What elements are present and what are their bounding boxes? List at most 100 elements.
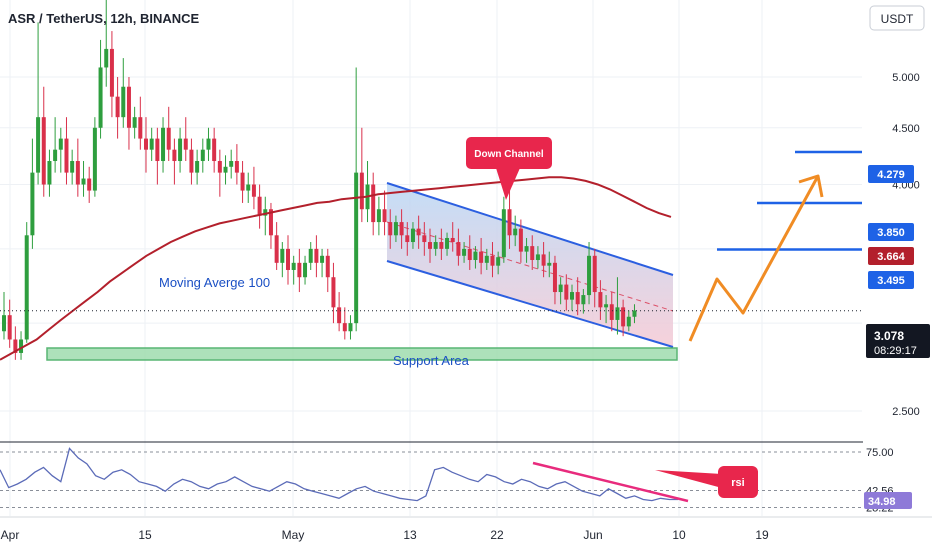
price-axis[interactable]: 5.0004.5004.0002.5004.2793.8503.6643.495… (863, 0, 932, 550)
candle-body (570, 292, 574, 300)
candle (149, 127, 154, 162)
down-channel-label: Down Channel (474, 149, 544, 160)
candle-body (399, 222, 404, 236)
rsi-tick-label: 75.00 (866, 447, 894, 459)
candle (274, 222, 279, 270)
candle-body (149, 138, 154, 150)
candle-body (189, 149, 194, 173)
candle (587, 242, 592, 305)
candle-body (7, 315, 12, 340)
candle (558, 277, 563, 305)
candle-body (445, 237, 450, 249)
candle (19, 331, 24, 360)
candle (416, 215, 421, 249)
candle (388, 209, 393, 249)
ma-line (0, 176, 672, 361)
candle-body (513, 228, 518, 236)
candle-body (450, 237, 455, 243)
rsi-trendline (532, 461, 689, 503)
candle (30, 138, 35, 249)
time-tick-label: Apr (1, 528, 20, 542)
candle-body (626, 316, 631, 327)
candle-body (410, 228, 415, 243)
candle (604, 295, 609, 324)
candle-body (587, 255, 592, 296)
candle-body (155, 138, 160, 162)
candle (410, 222, 415, 249)
candle (592, 248, 597, 308)
candle-body (456, 242, 461, 256)
candle (257, 184, 262, 229)
candle (615, 277, 620, 335)
candle (183, 117, 188, 162)
candle (535, 246, 540, 269)
candle-body (621, 307, 626, 327)
resistance-levels (717, 150, 862, 251)
candle (467, 235, 472, 270)
badge-resistance-3: 3.495 (868, 271, 914, 289)
candle (87, 166, 92, 203)
candle-body (64, 138, 69, 173)
candle (166, 106, 171, 162)
candle-body (615, 307, 620, 320)
candle-body (178, 138, 183, 162)
candle (314, 235, 319, 278)
candle-body (433, 242, 438, 249)
candle (36, 22, 41, 185)
candles[interactable] (2, 0, 637, 360)
time-tick-label: 15 (138, 528, 152, 542)
currency-button[interactable]: USDT (869, 5, 925, 31)
candle-body (382, 209, 387, 223)
time-tick-label: Jun (583, 528, 602, 542)
candle (422, 222, 427, 256)
candle-body (47, 161, 52, 185)
candle-body (53, 149, 58, 162)
candle (308, 242, 313, 270)
candle-body (41, 117, 46, 185)
time-axis[interactable]: Apr 15 May 13 22 Jun 10 19 (0, 516, 932, 550)
candle-body (126, 86, 131, 128)
candle (195, 149, 200, 185)
time-tick-label: 19 (755, 528, 769, 542)
rsi-callout: rsi (655, 466, 758, 498)
candle-body (234, 161, 239, 173)
candle (564, 274, 569, 311)
candle (354, 67, 359, 332)
candle (64, 117, 69, 185)
candle-body (206, 138, 211, 150)
candle-body (172, 149, 177, 162)
candle-body (308, 248, 313, 263)
candle-body (144, 138, 148, 150)
candle-body (632, 310, 637, 317)
candle (200, 138, 205, 173)
candle-body (217, 161, 222, 173)
candle-body (161, 127, 166, 162)
candle-body (524, 246, 529, 252)
candle-body (75, 161, 80, 185)
candle (13, 326, 18, 360)
candle-body (251, 184, 256, 197)
candle (609, 292, 614, 332)
candle-body (547, 262, 552, 266)
candle (121, 58, 126, 128)
candle-body (81, 178, 86, 185)
candle-body (303, 262, 308, 278)
candle (286, 235, 290, 285)
candle (621, 299, 626, 337)
candle-body (342, 323, 347, 332)
candle (189, 138, 194, 185)
candle (297, 248, 302, 293)
candle-body (257, 196, 262, 216)
support-rect (46, 347, 678, 361)
candle (371, 172, 376, 236)
candle (104, 0, 109, 87)
candle-body (609, 304, 614, 320)
candle-body (87, 178, 92, 191)
candle (144, 117, 148, 173)
candle (2, 292, 6, 340)
candle (92, 117, 97, 197)
candle (541, 242, 546, 278)
rsi-pane (0, 441, 932, 508)
